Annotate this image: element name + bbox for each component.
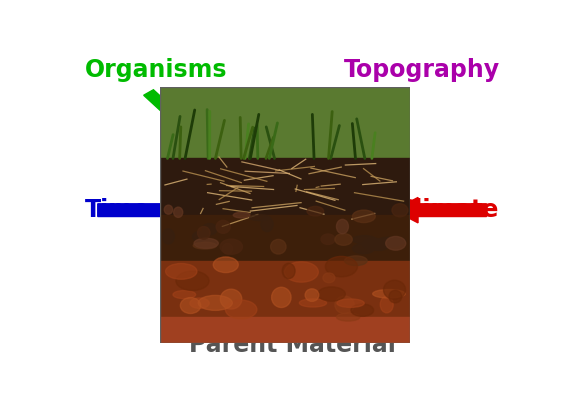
Text: Time: Time: [84, 198, 149, 222]
Ellipse shape: [336, 219, 348, 234]
FancyArrow shape: [279, 313, 305, 325]
Ellipse shape: [222, 243, 233, 254]
Ellipse shape: [198, 295, 233, 311]
Ellipse shape: [174, 207, 183, 217]
Ellipse shape: [307, 206, 324, 216]
FancyArrow shape: [308, 90, 352, 129]
Ellipse shape: [250, 215, 270, 221]
Bar: [160, 159, 410, 215]
Ellipse shape: [164, 205, 173, 214]
Text: Topography: Topography: [344, 58, 500, 82]
Ellipse shape: [233, 212, 250, 218]
Text: Parent Material: Parent Material: [189, 333, 396, 357]
Ellipse shape: [194, 238, 218, 248]
Bar: [160, 317, 410, 343]
Ellipse shape: [220, 289, 242, 309]
Bar: [160, 87, 410, 159]
Ellipse shape: [220, 239, 242, 254]
Ellipse shape: [352, 210, 375, 223]
Ellipse shape: [323, 273, 335, 283]
FancyArrow shape: [394, 197, 487, 223]
Ellipse shape: [317, 287, 345, 301]
Ellipse shape: [337, 299, 364, 307]
Ellipse shape: [380, 296, 393, 313]
Ellipse shape: [386, 237, 406, 250]
Ellipse shape: [173, 290, 196, 299]
Text: Organisms: Organisms: [84, 58, 227, 82]
Ellipse shape: [335, 233, 352, 245]
Ellipse shape: [213, 257, 238, 273]
Ellipse shape: [190, 298, 209, 309]
FancyArrow shape: [144, 90, 188, 129]
Ellipse shape: [198, 226, 210, 239]
Ellipse shape: [351, 304, 373, 316]
Ellipse shape: [373, 290, 405, 298]
Ellipse shape: [321, 234, 335, 244]
Ellipse shape: [325, 256, 357, 277]
Ellipse shape: [176, 271, 209, 290]
Ellipse shape: [271, 287, 291, 308]
Ellipse shape: [180, 297, 201, 313]
Ellipse shape: [165, 263, 197, 279]
Ellipse shape: [282, 263, 295, 279]
Ellipse shape: [384, 280, 405, 299]
Ellipse shape: [193, 232, 206, 242]
Ellipse shape: [305, 289, 319, 301]
Ellipse shape: [353, 244, 374, 254]
Ellipse shape: [376, 237, 397, 248]
Ellipse shape: [261, 217, 273, 232]
Ellipse shape: [392, 204, 408, 217]
Bar: [160, 215, 410, 261]
Ellipse shape: [382, 237, 406, 244]
Ellipse shape: [193, 242, 217, 249]
Ellipse shape: [352, 235, 376, 244]
Ellipse shape: [362, 238, 385, 250]
Ellipse shape: [390, 237, 401, 246]
Bar: [160, 261, 410, 317]
Ellipse shape: [202, 223, 217, 235]
Ellipse shape: [370, 241, 388, 251]
Ellipse shape: [225, 300, 257, 319]
Ellipse shape: [216, 220, 230, 233]
Text: Climate: Climate: [398, 198, 500, 222]
Ellipse shape: [335, 296, 354, 313]
Ellipse shape: [271, 240, 286, 254]
Ellipse shape: [389, 290, 402, 303]
FancyArrow shape: [98, 197, 190, 223]
Ellipse shape: [336, 313, 360, 321]
Ellipse shape: [284, 262, 318, 282]
Ellipse shape: [162, 229, 174, 244]
Ellipse shape: [299, 299, 327, 307]
Ellipse shape: [345, 256, 367, 266]
